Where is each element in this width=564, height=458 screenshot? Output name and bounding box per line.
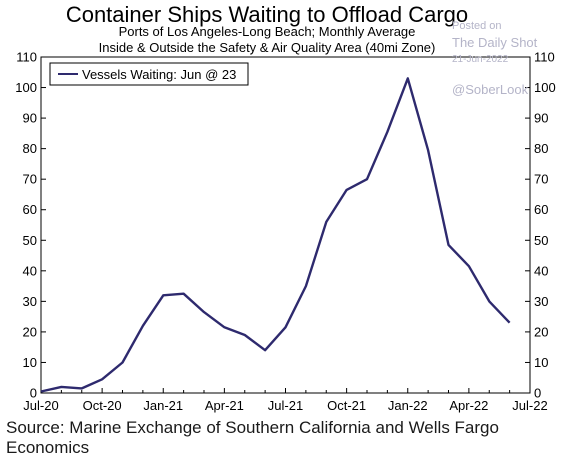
y-tick-label-right: 60 — [534, 202, 548, 217]
x-tick-label: Oct-20 — [83, 398, 122, 413]
watermark-handle: @SoberLook — [452, 82, 529, 97]
legend-label: Vessels Waiting: Jun @ 23 — [82, 67, 236, 82]
y-tick-label-right: 0 — [534, 386, 541, 401]
source-note: Source: Marine Exchange of Southern Cali… — [6, 418, 499, 457]
watermark-date: 21-Jun-2022 — [452, 54, 509, 65]
y-tick-label-right: 20 — [534, 324, 548, 339]
y-tick-label-right: 80 — [534, 141, 548, 156]
y-tick-label-left: 50 — [23, 233, 37, 248]
plot-area-frame — [40, 56, 531, 394]
y-tick-label-right: 40 — [534, 263, 548, 278]
y-tick-label-right: 70 — [534, 172, 548, 187]
x-tick-label: Jul-22 — [512, 398, 547, 413]
x-axis: Jul-20 Oct-20 Jan-21 Apr-21 Jul-21 Oct-21 Jan-… — [23, 388, 548, 413]
y-tick-label-left: 40 — [23, 263, 37, 278]
y-tick-label-left: 30 — [23, 294, 37, 309]
legend-box — [49, 62, 249, 86]
y-tick-label-right: 100 — [534, 80, 556, 95]
chart-title: Container Ships Waiting to Offload Cargo — [65, 2, 469, 27]
left-y-axis: 0 10 20 30 40 50 60 70 80 90 100 110 — [15, 50, 46, 401]
line-chart: 0 10 20 30 40 50 60 70 80 90 100 110 0 10 20 30 40 50 60 7… — [15, 50, 556, 414]
y-tick-label-left: 110 — [16, 50, 37, 65]
y-tick-label-right: 50 — [534, 233, 548, 248]
x-tick-label: Jul-20 — [23, 398, 58, 413]
x-tick-label: Oct-21 — [327, 398, 366, 413]
chart-subtitle-line-1: Ports of Los Angeles-Long Beach; Monthly… — [118, 24, 416, 39]
series-line-vessels-waiting — [40, 77, 511, 393]
y-tick-label-right: 30 — [534, 294, 548, 309]
x-tick-label: Jan-22 — [388, 398, 428, 413]
right-y-axis: 0 10 20 30 40 50 60 70 80 90 100 110 — [525, 50, 556, 401]
x-tick-label: Apr-22 — [449, 398, 488, 413]
watermark-publisher: The Daily Shot — [452, 35, 538, 50]
y-tick-label-left: 100 — [15, 80, 37, 95]
y-tick-label-left: 60 — [23, 202, 37, 217]
watermark-posted-on: Posted on — [452, 20, 502, 32]
y-tick-label-left: 90 — [23, 111, 37, 126]
y-tick-label-left: 20 — [23, 324, 37, 339]
y-tick-label-left: 70 — [23, 172, 37, 187]
legend: Vessels Waiting: Jun @ 23 — [49, 62, 249, 86]
y-tick-label-right: 90 — [534, 111, 548, 126]
y-tick-label-right: 10 — [534, 355, 548, 370]
x-tick-label: Apr-21 — [205, 398, 244, 413]
chart-subtitle-line-2: Inside & Outside the Safety & Air Qualit… — [98, 40, 436, 55]
x-tick-label: Jul-21 — [268, 398, 303, 413]
y-tick-label-left: 0 — [30, 386, 37, 401]
y-tick-label-left: 80 — [23, 141, 37, 156]
series-group — [40, 77, 511, 393]
y-tick-label-left: 10 — [23, 355, 37, 370]
y-tick-label-right: 110 — [534, 50, 555, 65]
x-tick-label: Jan-21 — [143, 398, 183, 413]
